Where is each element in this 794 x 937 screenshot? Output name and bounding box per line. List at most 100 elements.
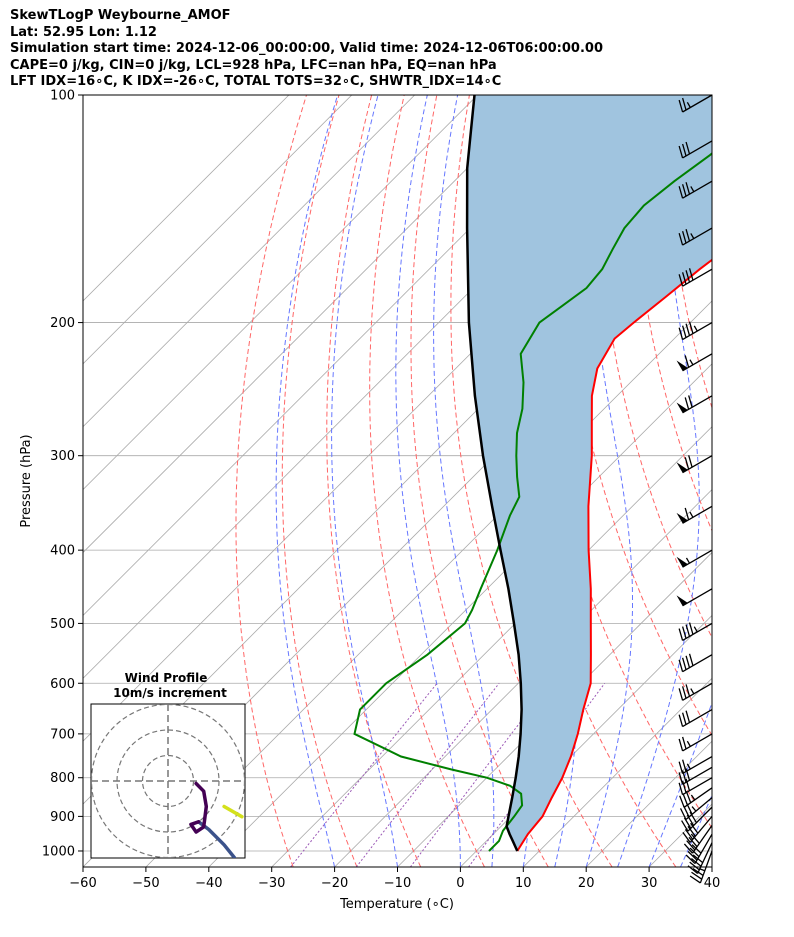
x-axis-label: Temperature (∘C) (339, 897, 454, 912)
wind-barb (676, 455, 713, 474)
barb-half (689, 511, 694, 518)
barb-full (691, 844, 702, 854)
barb-full (678, 186, 684, 199)
barb-half (686, 101, 691, 108)
barb-staff (682, 755, 713, 775)
barb-full (681, 626, 687, 639)
barb-full (689, 875, 701, 884)
y-tick-label: 200 (50, 316, 75, 331)
barb-staff (683, 787, 713, 808)
barb-staff (682, 94, 713, 113)
barb-full (678, 145, 684, 159)
y-tick-label: 600 (50, 677, 75, 692)
barb-full (685, 778, 691, 791)
isotherm (83, 95, 415, 428)
y-tick-label: 100 (50, 89, 75, 104)
barb-staff (682, 766, 713, 785)
barb-full (685, 710, 691, 723)
barb-full (684, 355, 690, 368)
y-tick-label: 700 (50, 727, 75, 742)
wind-barb (676, 549, 713, 568)
barb-flag (676, 512, 688, 524)
barb-full (681, 759, 687, 772)
barb-full (685, 141, 691, 155)
barb-full (682, 793, 689, 806)
y-axis-label: Pressure (hPa) (19, 434, 34, 527)
barb-full (678, 738, 684, 752)
isotherm (83, 95, 541, 554)
wind-barb (676, 588, 713, 607)
barb-half (686, 740, 691, 747)
wind-barb (678, 733, 713, 752)
barb-full (685, 684, 691, 697)
wind-barb (678, 622, 713, 641)
cape-cin-shading (467, 95, 712, 851)
barb-full (684, 828, 694, 840)
barb-full (691, 871, 703, 880)
wind-barb (679, 787, 713, 808)
barb-full (690, 822, 699, 834)
isotherm (83, 95, 353, 365)
barb-staff (682, 682, 713, 701)
y-tick-label: 400 (50, 544, 75, 559)
barb-staff (682, 777, 713, 796)
y-tick-label: 300 (50, 449, 75, 464)
moist-adiabat (617, 95, 700, 867)
isotherm (775, 95, 794, 867)
chart-title: SkewTLogP Weybourne_AMOF (10, 8, 231, 23)
barb-staff (682, 268, 713, 287)
dry-adiabat (763, 95, 794, 867)
wind-barb (678, 777, 713, 796)
wind-barb (682, 815, 713, 843)
barb-staff (687, 806, 713, 832)
barb-staff (682, 588, 713, 607)
axes: −60 −50 −40 −30 −20 −10 0 10 20 30 40 100 200 300 400 5… (42, 89, 720, 892)
barb-full (684, 507, 690, 520)
x-tick-label: −30 (258, 876, 285, 891)
isotherm (83, 95, 478, 491)
y-tick-label: 500 (50, 617, 75, 632)
barb-half (689, 359, 694, 366)
barb-full (683, 843, 693, 854)
barb-flag (676, 595, 688, 606)
barb-full (685, 182, 691, 195)
barb-full (686, 840, 696, 851)
hodograph-subtitle: 10m/s increment (113, 686, 227, 700)
y-tick-label: 1000 (42, 844, 75, 859)
moist-adiabat (275, 95, 339, 867)
moist-adiabat (648, 701, 712, 867)
barb-full (681, 143, 687, 157)
barb-full (688, 653, 694, 666)
x-tick-label: −40 (195, 876, 222, 891)
x-tick-label: −50 (132, 876, 159, 891)
barb-full (679, 808, 687, 820)
x-tick-label: 20 (578, 876, 595, 891)
y-tick-label: 800 (50, 771, 75, 786)
barb-full (681, 770, 687, 783)
dry-adiabat (450, 95, 613, 867)
wind-barb (676, 505, 713, 524)
barb-staff (694, 833, 713, 864)
barb-full (688, 395, 693, 408)
x-tick-label: −60 (69, 876, 96, 891)
barb-half (685, 557, 691, 564)
barb-half (693, 325, 698, 332)
barb-full (681, 184, 687, 197)
wind-barb (685, 833, 713, 865)
barb-full (681, 231, 687, 244)
wind-barb (678, 180, 713, 199)
wind-barb (678, 321, 713, 341)
barb-full (688, 455, 693, 468)
moist-adiabat (680, 794, 712, 867)
moist-adiabat (433, 95, 495, 867)
barb-full (688, 622, 694, 635)
barb-half (693, 626, 698, 633)
barb-full (681, 780, 687, 793)
barb-full (685, 323, 691, 336)
barb-full (690, 833, 700, 844)
isotherm (83, 95, 290, 302)
wind-barb (678, 94, 713, 113)
barb-full (689, 847, 700, 858)
barb-full (678, 99, 684, 113)
barb-staff (682, 505, 713, 524)
